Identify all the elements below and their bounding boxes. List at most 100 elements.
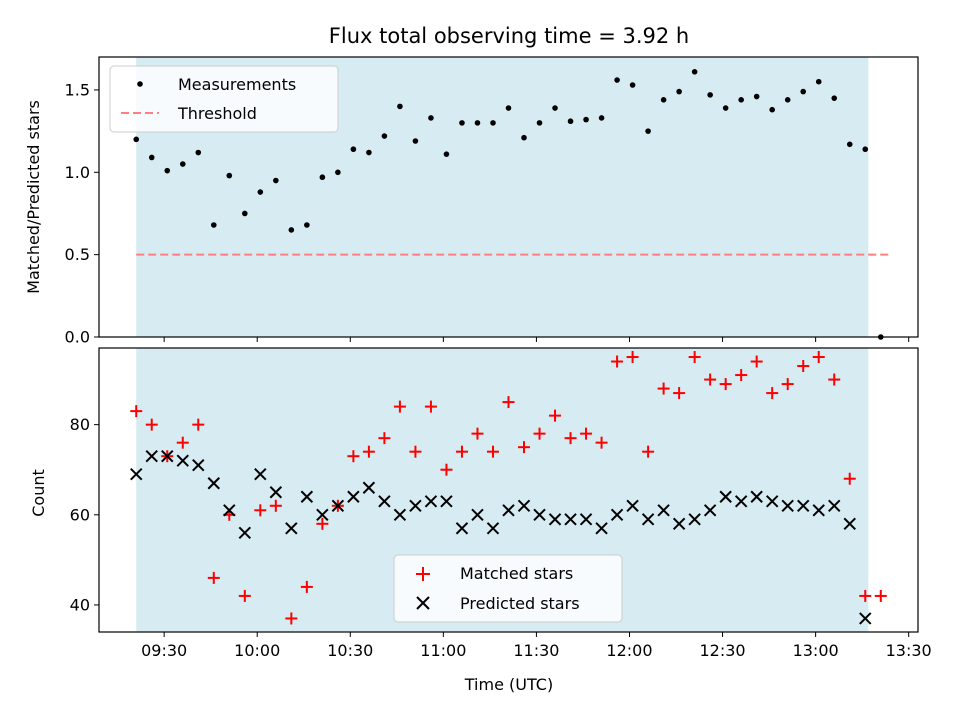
predicted-star-marker-b [579,513,593,526]
predicted-star-marker-b [517,499,531,512]
matched-star-point [176,436,189,449]
predicted-star-marker-b [207,477,220,490]
predicted-star-point [331,499,345,512]
predicted-star-point [347,490,360,503]
matched-star-point [595,436,608,449]
predicted-star-marker-b [316,508,329,522]
predicted-star-marker-b [300,490,314,503]
matched-star-point [130,405,143,418]
ratio-legend-box [109,65,339,133]
predicted-star-point [161,449,174,463]
predicted-star-point [828,499,841,512]
measurement-point [179,161,186,167]
count-axes-frame [98,347,919,633]
predicted-star-marker-b [440,495,453,508]
measurement-point [691,69,698,75]
matched-star-point [812,351,825,364]
predicted-star-marker-b [486,522,500,535]
predicted-star-point [610,508,624,522]
measurement-point [753,93,760,100]
measurement-point [459,120,465,126]
predicted-star-marker-b [533,508,546,522]
legend-threshold-label: Threshold [177,104,257,123]
predicted-star-marker-b [548,513,562,526]
legend-measurements-label: Measurements [178,75,296,94]
legend-predicted-label: Predicted stars [460,594,580,613]
matched-star-point [611,355,624,368]
matched-star-point [549,409,562,422]
predicted-star-marker-b [130,468,143,481]
legend-x-marker-icon [416,596,430,610]
matched-star-point [207,571,220,584]
measurement-point [490,120,496,126]
chart-title: Flux total observing time = 3.92 h [329,24,689,48]
predicted-star-point [316,508,329,522]
predicted-star-marker-b [672,517,686,531]
measurement-point [443,151,450,157]
matched-star-point [393,400,406,413]
predicted-star-marker-b [703,504,717,517]
measurement-point [738,97,744,103]
predicted-star-point [641,513,655,526]
measurement-point [567,118,574,125]
predicted-star-marker-b [269,486,283,499]
predicted-star-point [626,499,639,512]
predicted-star-marker-b [657,504,670,517]
predicted-star-point [471,508,484,522]
count-y-axis-label: Count [29,469,48,517]
predicted-star-marker-b [238,526,252,540]
predicted-star-point [517,499,531,512]
predicted-star-point [486,522,500,535]
ratio-y-tick-label: 0.0 [65,328,90,347]
matched-star-point [797,360,810,373]
predicted-star-point [672,517,686,531]
matched-star-point [657,382,670,395]
measurement-point [521,134,527,141]
predicted-star-marker-b [765,495,779,508]
count-y-tick-label: 40 [70,595,90,614]
predicted-star-point [734,495,748,508]
predicted-star-point [269,486,283,499]
matched-star-point [502,396,515,409]
matched-star-point [378,432,391,445]
predicted-star-marker-b [610,508,624,522]
predicted-star-point [548,513,562,526]
matched-star-point [238,589,251,602]
predicted-star-point [207,477,220,490]
ratio-legend: Measurements Threshold [109,65,339,133]
predicted-star-marker-b [471,508,484,522]
predicted-star-marker-b [843,517,856,531]
predicted-star-point [564,513,577,526]
predicted-star-point [657,504,670,517]
measurement-point [707,92,713,98]
matched-star-point [471,427,484,440]
count-legend-box [393,554,623,623]
predicted-star-marker-b [502,504,515,517]
matched-star-point [269,499,282,512]
predicted-star-point [533,508,546,522]
predicted-star-point [781,499,794,512]
matched-star-point [688,351,701,364]
predicted-star-point [393,508,407,522]
matched-star-point [347,450,360,463]
measurement-point [660,97,667,103]
matched-star-point [874,589,887,602]
measurement-point [319,174,326,181]
predicted-star-marker-b [859,612,872,625]
predicted-star-point [502,504,515,517]
predicted-star-marker-b [719,490,732,503]
matched-star-point [859,589,872,602]
measurement-point [288,227,295,233]
ratio-y-tick-label: 1.5 [65,80,90,99]
matched-star-point [486,445,499,458]
matched-star-point [580,427,593,440]
matched-star-point [300,580,313,593]
measurement-point [722,105,729,111]
predicted-star-point [192,458,205,472]
measurement-point [273,177,279,184]
predicted-star-point [750,490,763,503]
measurement-point [164,167,171,174]
predicted-star-point [455,522,469,535]
matched-star-point [735,369,748,382]
